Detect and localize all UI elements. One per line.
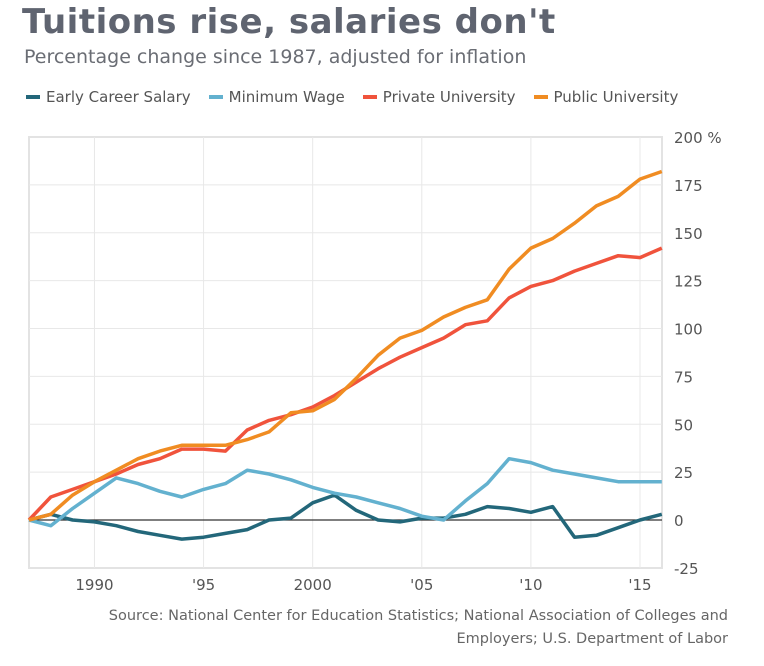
plot-frame — [28, 136, 663, 569]
y-tick-label: 175 — [674, 177, 703, 195]
y-tick-label: 25 — [674, 464, 693, 482]
x-tick-label: '95 — [192, 576, 215, 594]
y-tick-label: 0 — [674, 512, 684, 530]
legend-swatch — [208, 95, 223, 99]
source-note: Source: National Center for Education St… — [108, 608, 728, 647]
legend-swatch — [362, 95, 377, 99]
y-tick-label: -25 — [674, 560, 699, 578]
legend-label: Minimum Wage — [228, 88, 345, 106]
legend-swatch — [533, 95, 548, 99]
legend-item-early-career: Early Career Salary — [26, 88, 191, 106]
y-tick-label: 100 — [674, 321, 703, 339]
legend: Early Career Salary Minimum Wage Private… — [26, 88, 678, 106]
y-tick-label: 50 — [674, 416, 693, 434]
y-tick-label: 150 — [674, 225, 703, 243]
y-tick-label: 125 — [674, 273, 703, 291]
x-tick-label: '05 — [410, 576, 433, 594]
legend-item-private-university: Private University — [362, 88, 516, 106]
x-tick-label: '15 — [628, 576, 651, 594]
legend-label: Private University — [382, 88, 516, 106]
x-tick-label: 2000 — [294, 576, 332, 594]
legend-item-public-university: Public University — [533, 88, 679, 106]
y-tick-label: 75 — [674, 368, 693, 386]
x-tick-label: 1990 — [75, 576, 113, 594]
series-line-minimum-wage — [28, 456, 662, 528]
legend-swatch — [26, 95, 40, 99]
chart-title: Tuitions rise, salaries don't — [22, 2, 556, 42]
series-line-early-career-salary — [28, 493, 663, 541]
y-tick-label: 200 % — [674, 129, 722, 147]
legend-label: Early Career Salary — [46, 88, 191, 106]
legend-item-minimum-wage: Minimum Wage — [208, 88, 345, 106]
x-tick-label: '10 — [519, 576, 542, 594]
chart-subtitle: Percentage change since 1987, adjusted f… — [24, 46, 527, 68]
series-line-public-university — [28, 169, 663, 522]
legend-label: Public University — [553, 88, 679, 106]
